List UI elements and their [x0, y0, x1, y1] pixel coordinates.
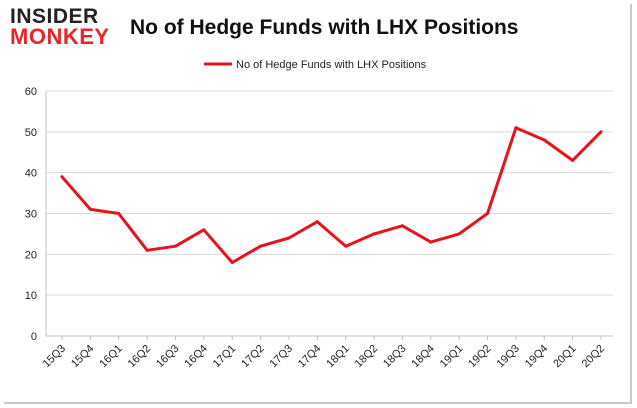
x-tick-label: 20Q2 [580, 343, 608, 371]
logo-line-insider: INSIDER [10, 5, 99, 28]
grid-lines [46, 90, 613, 296]
data-point [202, 228, 206, 232]
axes [45, 91, 613, 337]
series-line [60, 126, 603, 264]
data-point [344, 244, 348, 248]
data-point [230, 261, 234, 264]
data-point [145, 248, 149, 252]
x-tick-label: 15Q4 [69, 343, 97, 371]
y-tick-label: 30 [25, 209, 37, 221]
y-tick-label: 50 [25, 127, 37, 139]
x-tick-label: 18Q1 [324, 343, 352, 371]
legend-label: No of Hedge Funds with LHX Positions [236, 59, 427, 71]
x-tick-label: 19Q3 [494, 343, 522, 371]
data-point [315, 220, 319, 224]
x-tick-label: 15Q3 [41, 343, 69, 371]
x-tick-label: 17Q3 [268, 343, 296, 371]
y-tick-label: 60 [25, 86, 37, 98]
x-tick-labels: 15Q3 15Q4 16Q1 16Q2 16Q3 16Q4 17Q1 17Q2 17Q3 17Q4… [41, 336, 608, 371]
data-point [457, 232, 461, 236]
data-point [571, 158, 575, 162]
x-tick-label: 16Q1 [97, 343, 125, 371]
y-tick-label: 10 [25, 290, 37, 302]
data-point [542, 138, 546, 142]
x-tick-label: 19Q1 [438, 343, 466, 371]
x-tick-label: 17Q4 [296, 343, 324, 371]
insider-monkey-logo: INSIDER MONKEY [10, 6, 116, 48]
data-point [372, 232, 376, 236]
x-tick-label: 18Q2 [353, 343, 381, 371]
data-point [514, 126, 518, 130]
y-tick-label: 0 [31, 331, 37, 343]
data-point [429, 240, 433, 244]
data-point [599, 130, 603, 134]
data-point [117, 212, 121, 215]
y-tick-labels: 0 10 20 30 40 50 60 [25, 86, 37, 343]
x-tick-label: 18Q3 [381, 343, 409, 371]
x-tick-label: 20Q1 [551, 343, 579, 371]
logo-line-monkey: MONKEY [10, 24, 110, 49]
y-tick-label: 20 [25, 249, 37, 261]
data-point [486, 212, 490, 215]
data-point [173, 244, 177, 248]
data-point [287, 236, 291, 240]
data-point [60, 175, 64, 179]
x-tick-label: 17Q1 [211, 343, 239, 371]
x-tick-label: 16Q2 [126, 343, 154, 371]
x-tick-label: 16Q4 [182, 343, 210, 371]
series-layer [60, 126, 603, 264]
x-tick-label: 16Q3 [154, 343, 182, 371]
x-tick-label: 18Q4 [409, 343, 437, 371]
data-point [88, 207, 92, 211]
x-tick-label: 17Q2 [239, 343, 267, 371]
data-point [259, 244, 263, 248]
x-tick-label: 19Q2 [466, 343, 494, 371]
y-tick-label: 40 [25, 168, 37, 180]
legend: No of Hedge Funds with LHX Positions [204, 59, 427, 71]
data-point [400, 224, 404, 228]
chart-title: No of Hedge Funds with LHX Positions [130, 16, 519, 39]
x-tick-label: 19Q4 [523, 343, 551, 371]
